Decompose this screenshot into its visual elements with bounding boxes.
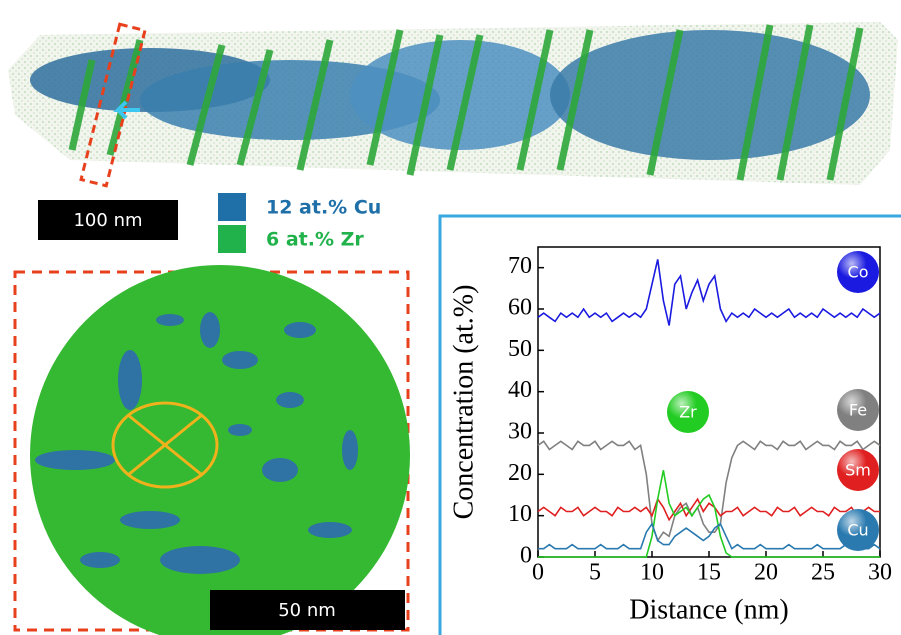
- legend-ball-shine: [837, 449, 879, 491]
- x-tick-label: 15: [697, 560, 721, 586]
- legend-ball-shine: [837, 251, 879, 293]
- line: [537, 440, 881, 543]
- x-tick-label: 0: [532, 560, 544, 586]
- legend-swatch: [218, 193, 246, 221]
- legend-ball-shine: [837, 389, 879, 431]
- cross-section: [30, 265, 410, 635]
- legend-ball-shine: [667, 391, 709, 433]
- legend-label: Fe: [849, 401, 867, 420]
- legend-label: Co: [848, 263, 869, 282]
- plot-frame: [537, 246, 881, 558]
- scale-bar-label: 100 nm: [73, 210, 142, 231]
- y-tick-label: 20: [508, 460, 532, 486]
- line: [538, 522, 881, 550]
- legend-label: 6 at.% Zr: [266, 229, 364, 251]
- legend-swatch: [218, 225, 246, 253]
- scale-bar-label: 50 nm: [278, 600, 336, 621]
- y-tick-label: 10: [508, 501, 532, 527]
- y-tick-label: 0: [520, 543, 532, 569]
- legend-label: Zr: [679, 403, 697, 422]
- x-tick-label: 30: [868, 560, 892, 586]
- y-tick-label: 70: [508, 253, 532, 279]
- y-tick-label: 30: [508, 419, 532, 445]
- x-tick-label: 25: [811, 560, 835, 586]
- tomogram: [8, 22, 898, 188]
- x-tick-label: 20: [754, 560, 778, 586]
- legend-label: Cu: [847, 521, 868, 540]
- legend-ball-shine: [837, 509, 879, 551]
- x-tick-label: 10: [640, 560, 664, 586]
- scale-bar: [38, 200, 178, 240]
- x-tick-label: 5: [589, 560, 601, 586]
- y-axis-label: Concentration (at.%): [448, 285, 479, 520]
- y-tick-label: 60: [508, 295, 532, 321]
- line: [538, 470, 880, 558]
- line: [537, 497, 880, 522]
- scale-bar: [210, 590, 405, 630]
- line: [537, 259, 881, 326]
- legend-label: 12 at.% Cu: [266, 197, 381, 219]
- y-tick-label: 40: [508, 377, 532, 403]
- panel-frame: [438, 214, 901, 635]
- x-axis-label: Distance (nm): [629, 594, 788, 625]
- y-tick-label: 50: [508, 336, 532, 362]
- legend-label: Sm: [845, 461, 871, 480]
